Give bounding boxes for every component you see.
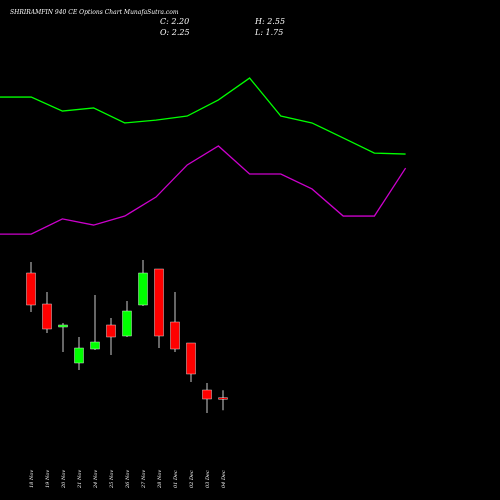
chart-title: SHRIRAMFIN 940 CE Options Chart MunafaSu… <box>10 9 179 16</box>
x-tick-label: 20 Nov <box>61 470 67 489</box>
candle-body <box>58 324 68 328</box>
x-tick-label: 18 Nov <box>29 470 35 488</box>
candle-body <box>26 272 36 306</box>
close-label: C: 2.20 <box>160 17 189 26</box>
candle-body <box>138 272 148 306</box>
candle-body <box>90 341 100 350</box>
x-tick-label: 27 Nov <box>141 470 147 489</box>
candle-body <box>74 347 84 364</box>
x-tick-label: 03 Dec <box>205 470 211 488</box>
x-tick-label: 02 Dec <box>189 470 195 488</box>
indicator-line <box>0 77 406 155</box>
x-tick-label: 19 Nov <box>45 470 51 488</box>
x-tick-label: 04 Dec <box>221 470 227 488</box>
candle-body <box>186 342 196 375</box>
x-tick-label: 01 Dec <box>173 470 179 488</box>
candle-body <box>202 389 212 400</box>
candle-body <box>122 310 132 337</box>
candle-body <box>170 321 180 350</box>
x-tick-label: 21 Nov <box>77 470 83 489</box>
candle-body <box>154 268 164 337</box>
candle-body <box>218 397 228 400</box>
x-tick-label: 28 Nov <box>157 470 163 489</box>
indicator-line <box>0 145 407 235</box>
x-tick-label: 26 Nov <box>125 470 131 489</box>
x-tick-label: 25 Nov <box>109 470 115 489</box>
low-label: L: 1.75 <box>254 28 283 37</box>
x-tick-label: 24 Nov <box>93 470 99 489</box>
candle-body <box>106 324 116 338</box>
candle-body <box>42 303 52 330</box>
open-label: O: 2.25 <box>160 28 190 37</box>
high-label: H: 2.55 <box>254 17 285 26</box>
